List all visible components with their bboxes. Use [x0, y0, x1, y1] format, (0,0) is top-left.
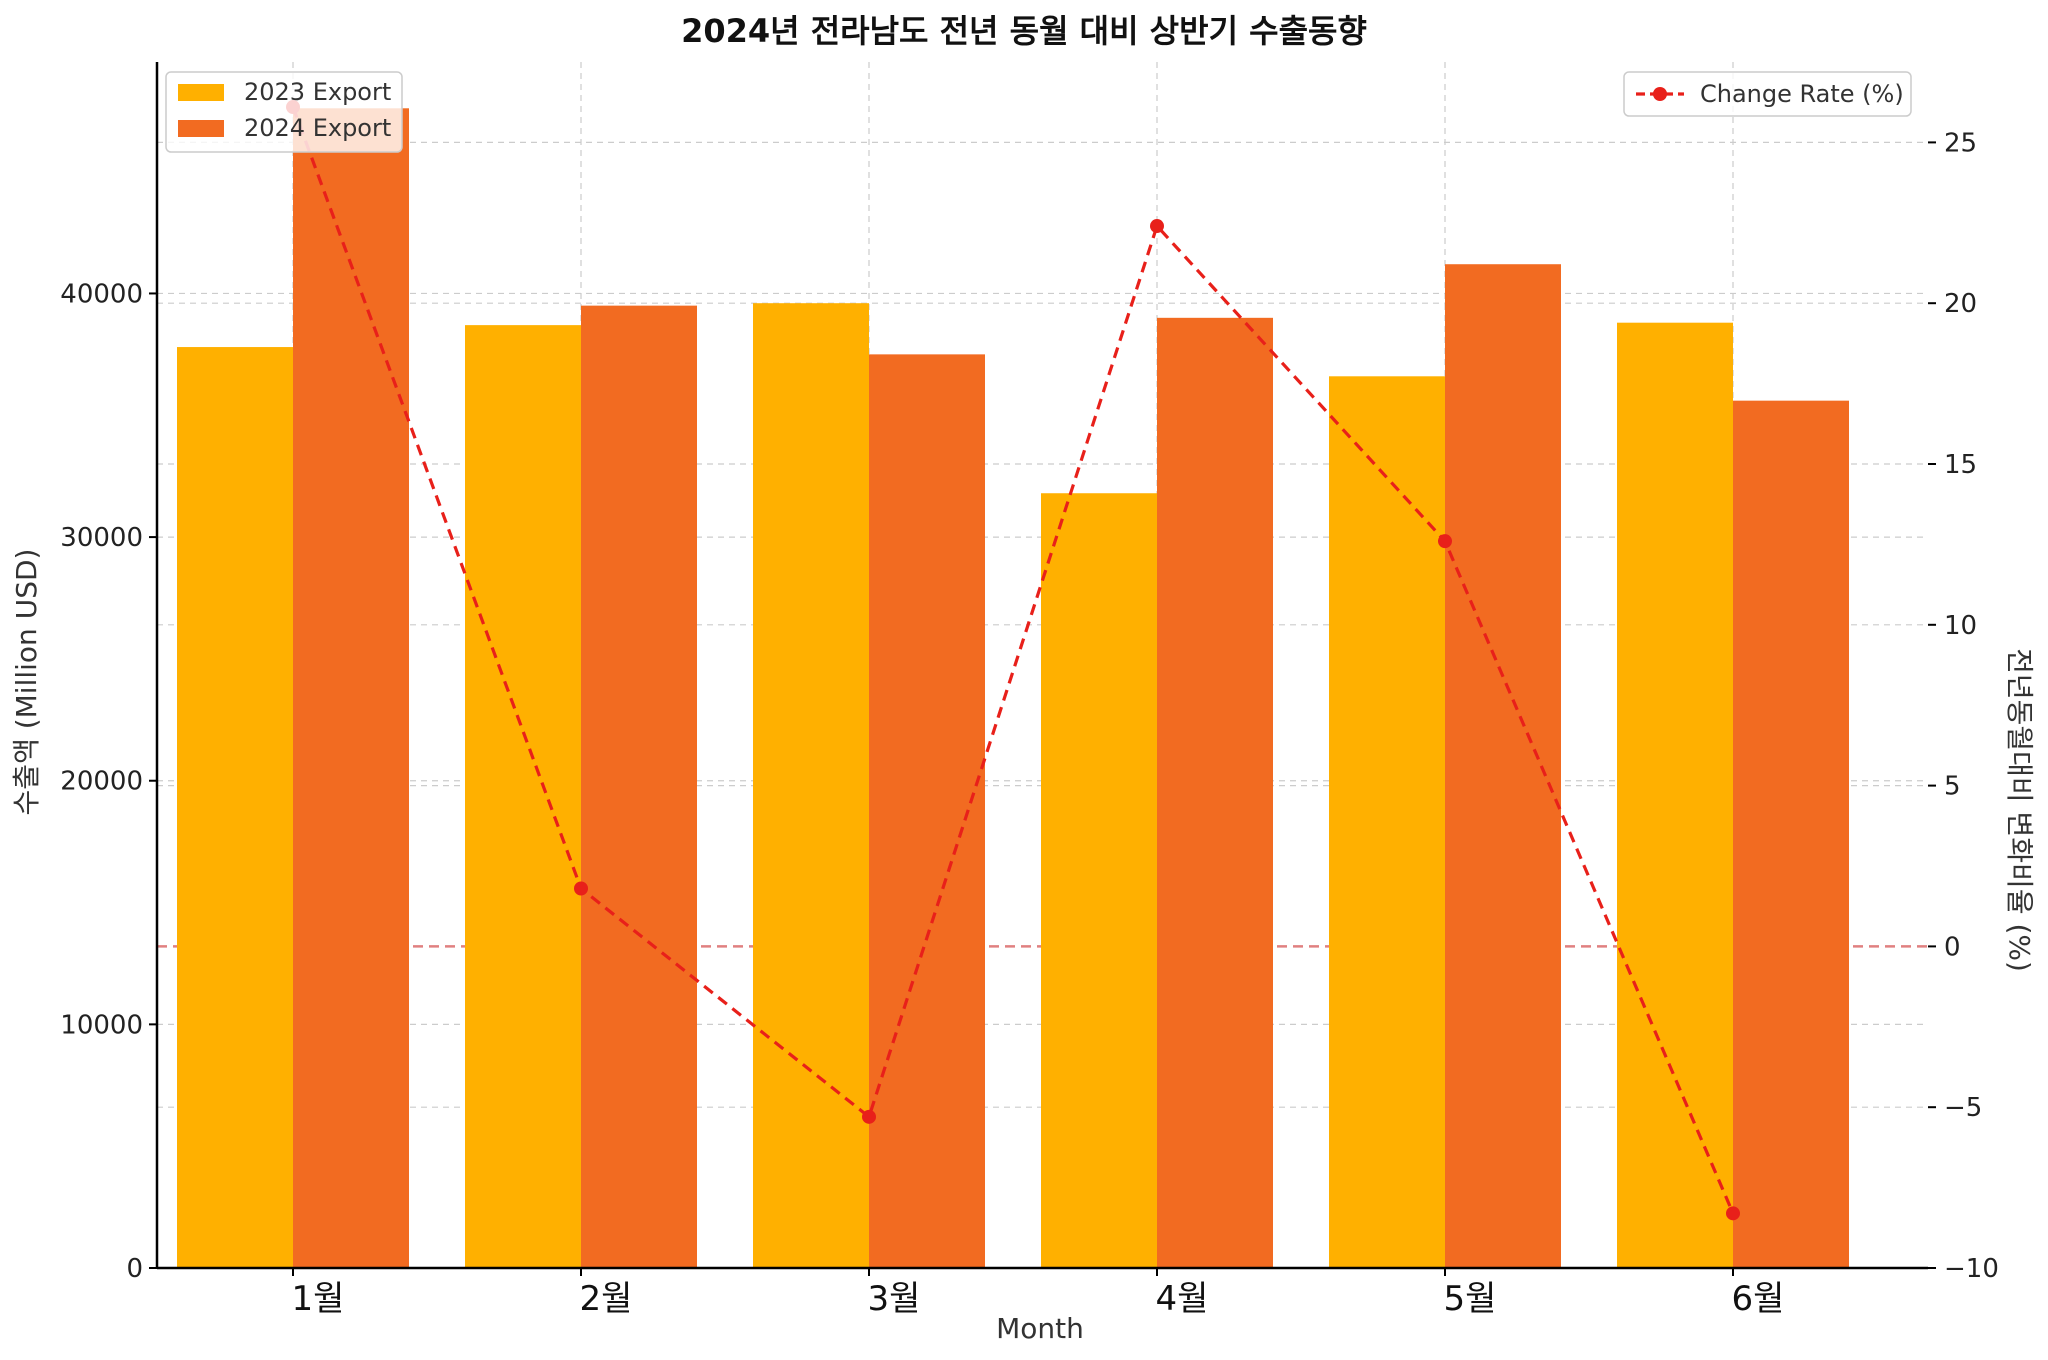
bar-2023-export-3 [753, 303, 869, 1268]
y-tick-label-right: −5 [1944, 1093, 1982, 1123]
bar-2023-export-4 [1041, 493, 1157, 1269]
y-tick-label-right: 5 [1944, 772, 1961, 802]
chart-title: 2024년 전라남도 전년 동월 대비 상반기 수출동향 [681, 12, 1367, 50]
y-tick-label-right: 10 [1944, 611, 1977, 641]
change-rate-point-5 [1438, 534, 1452, 549]
x-tick-label: 6월 [1732, 1279, 1785, 1319]
x-tick-label: 1월 [292, 1279, 345, 1319]
bar-2024-export-1 [293, 108, 409, 1269]
y-tick-label-left: 10000 [60, 1010, 143, 1040]
legend-line: Change Rate (%) [1623, 71, 1912, 117]
bar-2023-export-2 [465, 325, 581, 1268]
legend-label: 2024 Export [244, 114, 391, 142]
y-axis-title-right: 전년동월대비 변화비율 (%) [2003, 648, 2036, 972]
bar-2024-export-3 [869, 354, 985, 1268]
y-tick-label-right: 15 [1944, 450, 1977, 480]
legend-label: 2023 Export [244, 78, 391, 106]
legend-frame [1623, 71, 1912, 117]
change-rate-polyline [291, 106, 1735, 1214]
change-rate-point-4 [1150, 219, 1164, 234]
bars [177, 108, 1849, 1269]
bar-2024-export-2 [581, 305, 697, 1268]
y-tick-label-left: 20000 [60, 767, 143, 797]
bar-2024-export-5 [1445, 264, 1561, 1269]
y-tick-label-right: 20 [1944, 289, 1977, 319]
bar-2023-export-5 [1329, 376, 1445, 1269]
bar-2024-export-4 [1157, 317, 1273, 1268]
bar-2023-export-1 [177, 347, 293, 1268]
x-tick-label: 2월 [580, 1279, 633, 1319]
legend-swatch [178, 120, 224, 137]
y-tick-label-left: 40000 [60, 279, 143, 309]
bar-2023-export-6 [1617, 322, 1733, 1268]
change-rate-point-2 [574, 881, 588, 896]
change-rate-point-6 [1726, 1206, 1740, 1221]
bar-2024-export-6 [1733, 400, 1849, 1268]
x-tick-label: 4월 [1156, 1279, 1209, 1319]
y-tick-label-right: 0 [1944, 932, 1961, 962]
x-axis-title: Month [996, 1312, 1084, 1345]
y-tick-label-right: −10 [1944, 1254, 1999, 1284]
change-rate-point-3 [862, 1109, 876, 1124]
y-tick-label-left: 0 [126, 1254, 143, 1284]
y-tick-label-left: 30000 [60, 523, 143, 553]
legend-label: Change Rate (%) [1700, 80, 1904, 108]
y-axis-title-left: 수출액 (Million USD) [10, 549, 43, 816]
legend-frame [165, 71, 403, 153]
legend-bars: 2023 Export 2024 Export [165, 71, 403, 153]
y-tick-label-right: 25 [1944, 128, 1977, 158]
x-tick-label: 3월 [868, 1279, 921, 1319]
x-tick-label: 5월 [1444, 1279, 1497, 1319]
legend-swatch [178, 84, 224, 101]
axes: 0 10000 20000 30000 40000 −10 −5 0 5 10 15 20 25 1월 2월… [60, 62, 1999, 1319]
legend-marker [1653, 87, 1667, 101]
